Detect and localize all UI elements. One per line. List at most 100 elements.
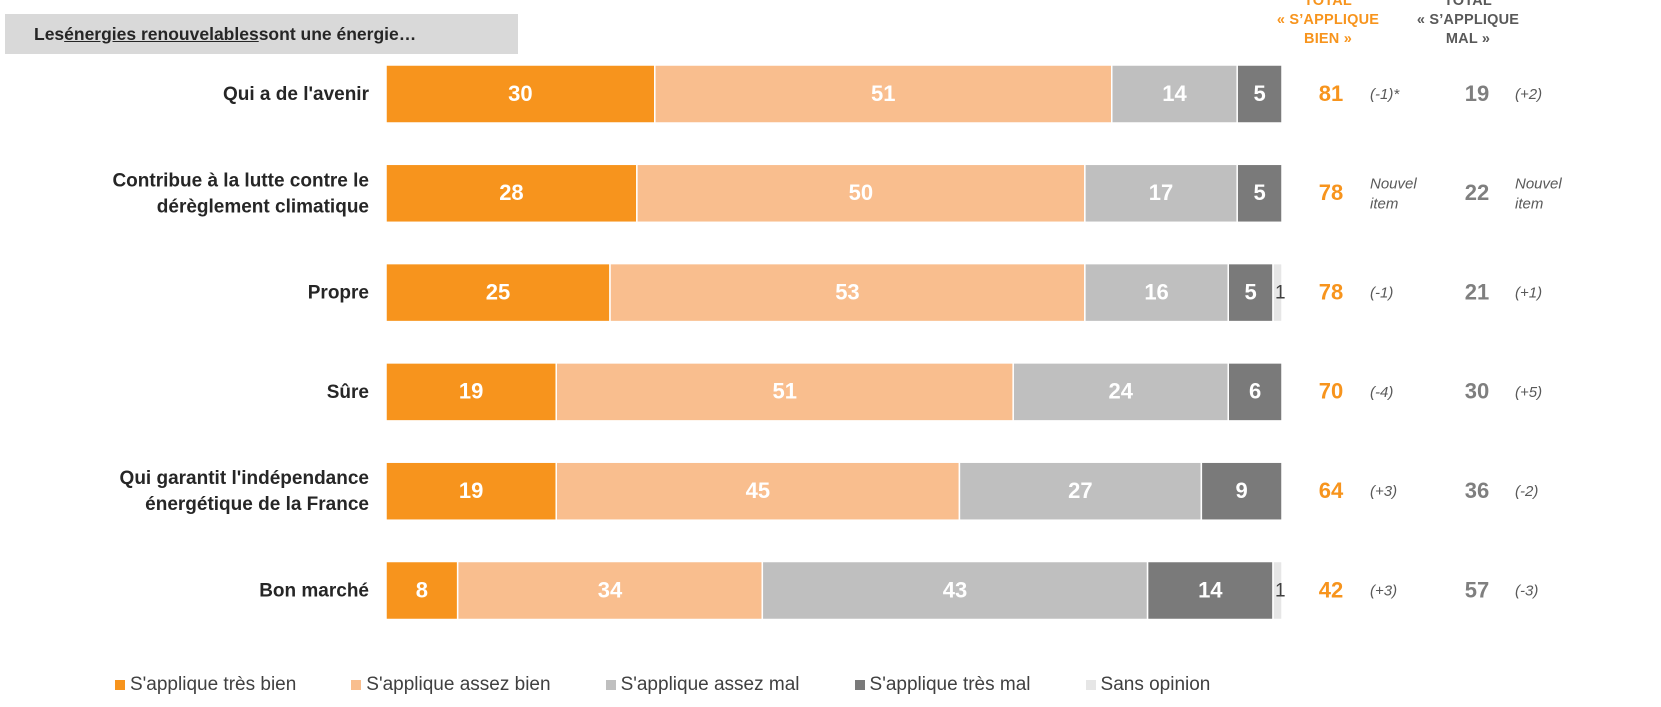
title-post: sont une énergie…	[258, 23, 417, 44]
bar-value-label: 1	[1275, 283, 1286, 304]
bar-value-label: 14	[1198, 577, 1223, 602]
title-pre: Les	[34, 23, 65, 44]
total-bien-header-line1: TOTAL	[1304, 0, 1352, 9]
bar-value-label: 51	[871, 81, 895, 106]
total-bien-change: (-1)*	[1370, 86, 1400, 103]
total-bien-change: Nouvel item	[1370, 175, 1417, 212]
bar-segment	[1236, 64, 1283, 124]
total-bien-value: 81	[1319, 81, 1343, 106]
bar-segment	[385, 560, 459, 621]
total-bien-change: (+3)	[1370, 582, 1397, 599]
bar-segment	[609, 262, 1086, 323]
bar-segment	[1227, 262, 1274, 323]
bar-segment	[385, 262, 611, 323]
bar-value-label: 24	[1108, 379, 1133, 404]
legend-item: S'applique assez bien	[351, 674, 551, 696]
bar-value-label: 30	[508, 81, 532, 106]
bar-segment	[1084, 262, 1229, 323]
category-label: Bon marché	[259, 581, 369, 602]
total-mal-value: 36	[1465, 478, 1489, 503]
bar-value-label: 6	[1249, 379, 1261, 404]
bar-value-label: 17	[1149, 180, 1173, 205]
total-bien-change: (-4)	[1370, 384, 1393, 401]
bar-value-label: 5	[1245, 279, 1257, 304]
bar-value-label: 53	[835, 279, 859, 304]
total-mal-value: 30	[1465, 379, 1489, 404]
total-mal-value: 22	[1465, 180, 1489, 205]
question-header: Les énergies renouvelables sont une éner…	[5, 14, 518, 54]
bar-segment	[636, 163, 1086, 224]
total-bien-value: 78	[1319, 279, 1343, 304]
total-bien-value: 70	[1319, 379, 1343, 404]
total-bien-value: 64	[1319, 478, 1344, 503]
bar-segment	[1272, 560, 1283, 621]
bar-value-label: 14	[1162, 81, 1187, 106]
bar-value-label: 8	[416, 577, 428, 602]
total-bien-header-line2: « S’APPLIQUE	[1276, 12, 1380, 28]
bar-segment	[1146, 560, 1274, 621]
category-label: Contribue à la lutte contre le dérèglemen…	[112, 170, 369, 217]
total-mal-value: 19	[1465, 81, 1489, 106]
total-mal-value: 57	[1465, 577, 1489, 602]
bar-segment	[555, 461, 961, 521]
category-label: Sûre	[327, 382, 369, 403]
bar-value-label: 1	[1275, 581, 1286, 602]
stacked-bar-chart: Qui a de l'avenir 30 51 14 5 81 (-1)* 19 (+2)Con…	[112, 64, 1562, 621]
bar-value-label: 19	[459, 379, 483, 404]
bar-value-label: 51	[772, 379, 796, 404]
legend-label: S'applique assez mal	[620, 674, 800, 695]
total-bien-header: TOTAL « S’APPLIQUE BIEN »	[1268, 0, 1388, 49]
category-label: Propre	[308, 283, 369, 304]
total-bien-change: (+3)	[1370, 483, 1397, 500]
total-mal-change: Nouvel item	[1515, 175, 1562, 212]
legend-item: S'applique très bien	[115, 674, 296, 696]
bar-segment	[1236, 163, 1283, 224]
total-mal-change: (-2)	[1515, 483, 1538, 500]
total-mal-change: (-3)	[1515, 582, 1538, 599]
total-bien-value: 42	[1319, 577, 1343, 602]
bar-value-label: 25	[486, 279, 510, 304]
legend-label: Sans opinion	[1100, 674, 1211, 695]
total-mal-change: (+1)	[1515, 285, 1542, 302]
bar-value-label: 43	[943, 577, 967, 602]
legend-item: S'applique assez mal	[605, 674, 800, 696]
total-mal-value: 21	[1465, 279, 1489, 304]
bar-value-label: 50	[849, 180, 873, 205]
legend-label: S'applique assez bien	[366, 674, 551, 695]
bar-segment	[1200, 461, 1283, 521]
total-mal-change: (+2)	[1515, 86, 1542, 103]
legend-swatch	[351, 680, 362, 690]
bar-value-label: 9	[1236, 478, 1248, 503]
legend-swatch	[605, 680, 616, 690]
title-underlined: énergies renouvelables	[64, 23, 259, 44]
bar-segment	[385, 163, 638, 224]
bar-value-label: 28	[499, 180, 523, 205]
bar-segment	[456, 560, 764, 621]
category-label: Qui a de l'avenir	[223, 84, 370, 105]
category-label: Qui garantit l'indépendance énergétique d…	[120, 468, 369, 515]
total-mal-header-line1: TOTAL	[1444, 0, 1492, 9]
legend-item: Sans opinion	[1085, 674, 1211, 696]
bar-value-label: 5	[1253, 81, 1265, 106]
bar-segment	[761, 560, 1149, 621]
bar-segment	[1111, 64, 1238, 124]
bar-segment	[1012, 362, 1229, 422]
total-mal-header-line3: MAL »	[1445, 31, 1491, 47]
bar-value-label: 45	[746, 478, 770, 503]
total-mal-header-line2: « S’APPLIQUE	[1416, 12, 1520, 28]
bar-segment	[958, 461, 1203, 521]
chart-legend: S'applique très bien S'applique assez bie…	[115, 670, 1210, 700]
bar-segment	[1272, 262, 1283, 323]
legend-swatch	[854, 680, 865, 690]
bar-segment	[385, 64, 656, 124]
legend-item: S'applique très mal	[854, 674, 1031, 696]
total-bien-header-line3: BIEN »	[1304, 31, 1352, 47]
bar-value-label: 19	[459, 478, 483, 503]
total-mal-header: TOTAL « S’APPLIQUE MAL »	[1408, 0, 1528, 49]
legend-label: S'applique très mal	[869, 674, 1031, 695]
bar-segment	[385, 461, 557, 521]
total-mal-change: (+5)	[1515, 384, 1542, 401]
bar-value-label: 34	[598, 577, 623, 602]
total-bien-change: (-1)	[1370, 285, 1393, 302]
legend-label: S'applique très bien	[130, 674, 297, 695]
